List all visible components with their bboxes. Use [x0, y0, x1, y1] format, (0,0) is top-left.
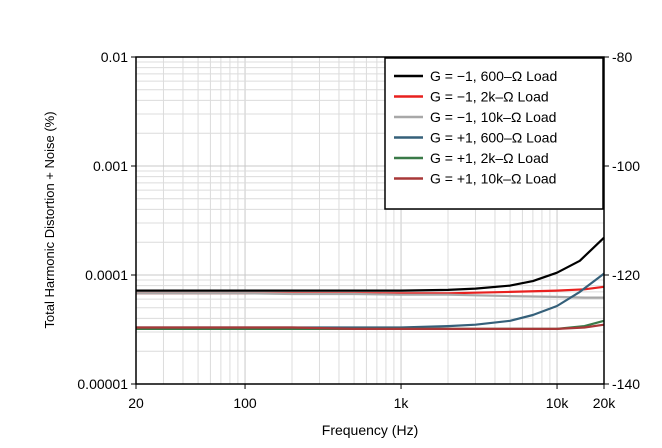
y2-tick-label: -120 — [612, 267, 640, 283]
x-tick-label: 1k — [394, 395, 410, 411]
series-line-6 — [136, 323, 605, 330]
y2-axis-ticks: -80 -100 -120 -140 — [604, 49, 640, 392]
series-line-3 — [136, 292, 604, 299]
legend-label: G = +1, 600–Ω Load — [430, 130, 557, 146]
x-axis-ticks: 20 100 1k 10k 20k — [128, 384, 616, 411]
legend: G = −1, 600–Ω Load G = −1, 2k–Ω Load G = −… — [384, 57, 604, 210]
legend-label: G = −1, 2k–Ω Load — [430, 89, 549, 105]
series-lines — [136, 236, 605, 330]
series-line-1 — [136, 236, 605, 292]
y-tick-label: 0.00001 — [77, 376, 128, 392]
y-axis-label: Total Harmonic Distortion + Noise (%) — [42, 111, 57, 328]
y-axis-ticks: 0.01 0.001 0.0001 0.00001 — [77, 49, 136, 392]
y2-tick-label: -100 — [612, 158, 640, 174]
y-tick-label: 0.001 — [93, 158, 128, 174]
x-tick-label: 20k — [593, 395, 617, 411]
x-axis-label: Frequency (Hz) — [322, 422, 418, 438]
x-tick-label: 20 — [128, 395, 144, 411]
x-tick-label: 100 — [233, 395, 257, 411]
legend-label: G = +1, 2k–Ω Load — [430, 150, 549, 166]
plot-frame — [135, 56, 605, 385]
legend-label: G = −1, 10k–Ω Load — [430, 109, 556, 125]
legend-box — [384, 57, 604, 210]
y2-tick-label: -80 — [612, 49, 632, 65]
y-tick-label: 0.01 — [101, 49, 128, 65]
legend-label: G = +1, 10k–Ω Load — [430, 171, 556, 187]
x-tick-label: 10k — [546, 395, 570, 411]
y-tick-label: 0.0001 — [85, 267, 128, 283]
y2-tick-label: -140 — [612, 376, 640, 392]
legend-label: G = −1, 600–Ω Load — [430, 68, 557, 84]
